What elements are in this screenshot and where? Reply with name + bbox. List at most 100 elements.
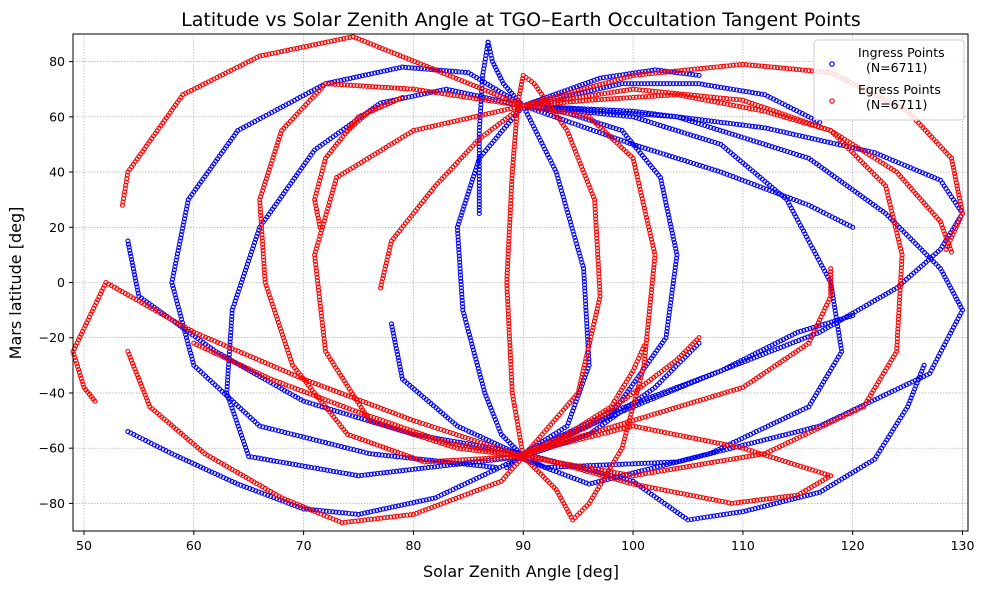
data-point	[616, 81, 622, 87]
data-point	[623, 71, 629, 77]
data-point	[649, 88, 655, 94]
data-point	[449, 87, 456, 94]
data-point	[471, 92, 477, 98]
data-point	[365, 517, 371, 523]
data-point	[477, 439, 484, 446]
data-point	[132, 366, 138, 372]
data-point	[461, 310, 467, 316]
data-point	[399, 413, 405, 419]
data-point	[651, 460, 658, 466]
data-point	[614, 107, 620, 114]
data-point	[141, 389, 147, 395]
data-point	[558, 188, 565, 194]
data-point	[574, 98, 580, 104]
data-point	[557, 93, 563, 99]
data-point	[727, 456, 733, 463]
data-point	[896, 300, 902, 306]
data-point	[580, 98, 586, 104]
data-point	[178, 232, 184, 238]
data-point	[446, 68, 453, 74]
data-point	[740, 88, 746, 94]
data-point	[806, 466, 813, 472]
data-point	[489, 110, 495, 116]
track	[119, 34, 526, 208]
data-point	[350, 433, 357, 440]
data-point	[759, 124, 765, 131]
data-point	[578, 377, 584, 384]
data-point	[585, 106, 591, 112]
data-point	[603, 473, 609, 480]
data-point	[740, 61, 746, 67]
data-point	[787, 149, 793, 156]
data-point	[746, 99, 752, 105]
data-point	[466, 188, 472, 194]
data-point	[800, 200, 806, 206]
data-point	[516, 94, 522, 100]
data-point	[674, 386, 680, 392]
data-point	[797, 152, 803, 158]
data-point	[607, 124, 613, 130]
data-point	[633, 472, 639, 478]
data-point	[345, 519, 352, 525]
data-point	[426, 506, 432, 512]
track	[125, 429, 526, 517]
data-point	[651, 258, 657, 264]
data-point	[351, 82, 357, 89]
data-point	[481, 440, 487, 447]
data-point	[238, 432, 244, 438]
data-point	[798, 428, 804, 434]
data-point	[384, 407, 390, 414]
data-point	[727, 86, 733, 92]
data-point	[643, 211, 649, 217]
data-point	[675, 156, 682, 162]
data-point	[429, 123, 435, 129]
data-point	[368, 471, 374, 477]
data-point	[237, 429, 243, 435]
data-point	[526, 102, 533, 108]
data-point	[481, 62, 487, 69]
data-point	[287, 353, 293, 359]
data-point	[668, 431, 674, 437]
data-point	[566, 417, 572, 423]
data-point	[558, 100, 564, 106]
data-point	[439, 90, 445, 97]
data-point	[720, 128, 726, 134]
data-point	[260, 241, 266, 247]
data-point	[271, 307, 277, 313]
data-point	[575, 393, 581, 399]
data-point	[578, 384, 584, 390]
data-point	[174, 301, 181, 307]
data-point	[705, 82, 711, 88]
data-point	[236, 286, 242, 292]
data-point	[605, 96, 611, 102]
data-point	[891, 217, 897, 223]
data-point	[506, 238, 512, 245]
data-point	[771, 64, 777, 70]
data-point	[507, 216, 513, 222]
data-point	[507, 204, 514, 210]
data-point	[490, 411, 496, 417]
data-point	[479, 378, 485, 384]
data-point	[633, 86, 639, 93]
data-point	[399, 64, 405, 70]
data-point	[224, 380, 230, 386]
data-point	[743, 98, 749, 104]
data-point	[729, 500, 735, 506]
data-point	[348, 394, 354, 400]
data-point	[639, 69, 645, 75]
data-point	[609, 475, 615, 481]
data-point	[649, 280, 655, 286]
data-point	[758, 451, 764, 457]
data-point	[627, 472, 633, 478]
data-point	[636, 94, 642, 100]
data-point	[801, 427, 807, 433]
data-point	[651, 249, 657, 255]
data-point	[339, 391, 345, 397]
data-point	[476, 201, 482, 207]
data-point	[476, 124, 483, 130]
data-point	[755, 439, 761, 445]
data-point	[649, 70, 655, 77]
data-point	[246, 255, 253, 261]
data-point	[671, 239, 677, 246]
data-point	[178, 313, 184, 319]
